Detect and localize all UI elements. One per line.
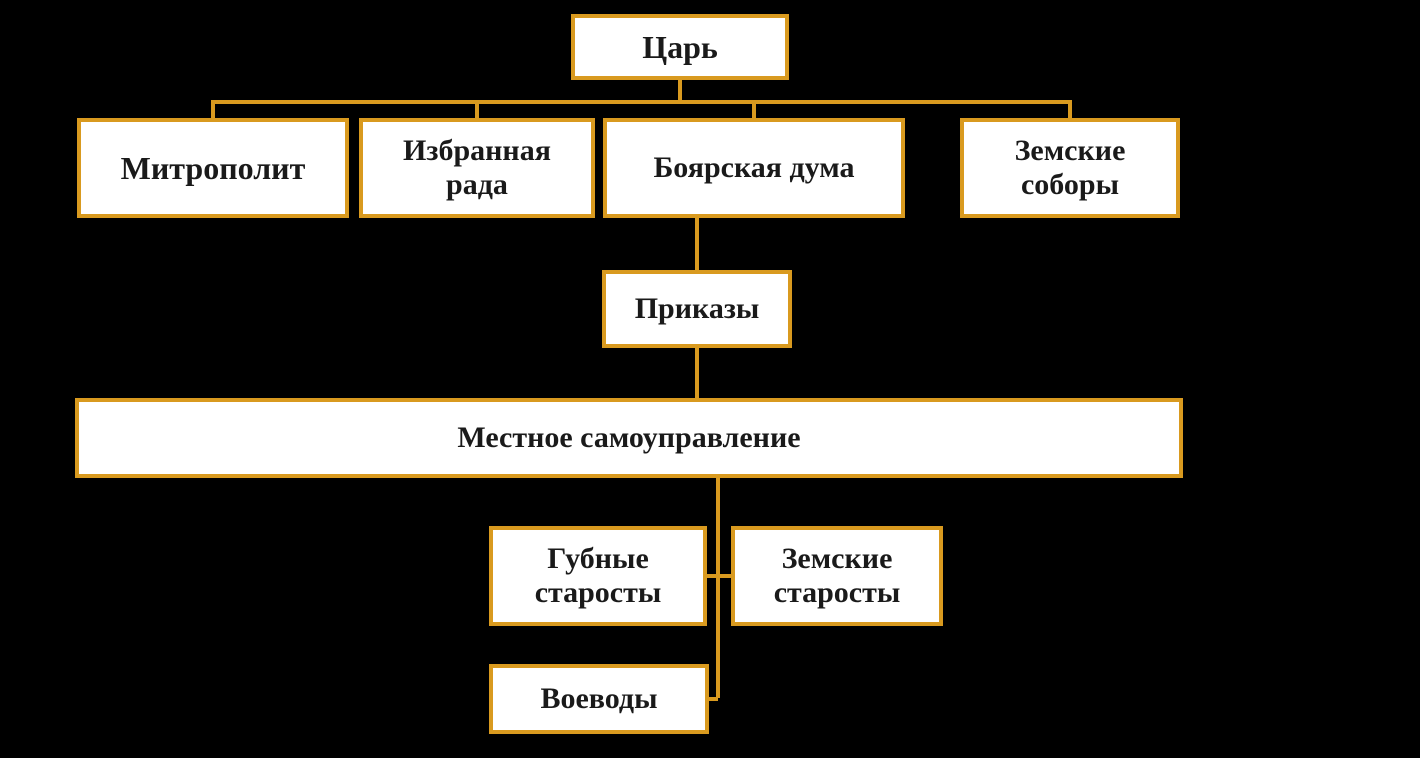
node-mitropolit: Митрополит xyxy=(77,118,349,218)
node-label: Митрополит xyxy=(121,150,306,187)
node-duma: Боярская дума xyxy=(603,118,905,218)
node-label: Губныестаросты xyxy=(535,542,662,611)
connector xyxy=(211,100,215,118)
connector xyxy=(475,100,479,118)
connector xyxy=(752,100,756,118)
node-mestnoe: Местное самоуправление xyxy=(75,398,1183,478)
node-label: Избраннаярада xyxy=(403,134,551,203)
node-gubnye: Губныестаросты xyxy=(489,526,707,626)
connector xyxy=(707,574,716,578)
node-prikazy: Приказы xyxy=(602,270,792,348)
connector xyxy=(695,218,699,270)
connector xyxy=(695,348,699,398)
connector xyxy=(211,100,1072,104)
connector xyxy=(678,80,682,100)
node-voevody: Воеводы xyxy=(489,664,709,734)
node-label: Царь xyxy=(642,29,718,66)
node-label: Местное самоуправление xyxy=(457,421,800,456)
node-label: Земскиестаросты xyxy=(774,542,901,611)
connector xyxy=(716,578,720,698)
connector xyxy=(1068,100,1072,118)
node-tsar: Царь xyxy=(571,14,789,80)
connector xyxy=(716,478,720,578)
node-label: Воеводы xyxy=(540,682,657,717)
connector xyxy=(709,697,718,701)
node-label: Земскиесоборы xyxy=(1015,134,1126,203)
node-zemskie: Земскиестаросты xyxy=(731,526,943,626)
node-label: Боярская дума xyxy=(653,151,854,186)
node-rada: Избраннаярада xyxy=(359,118,595,218)
connector xyxy=(720,574,731,578)
node-sobory: Земскиесоборы xyxy=(960,118,1180,218)
node-label: Приказы xyxy=(635,292,760,327)
